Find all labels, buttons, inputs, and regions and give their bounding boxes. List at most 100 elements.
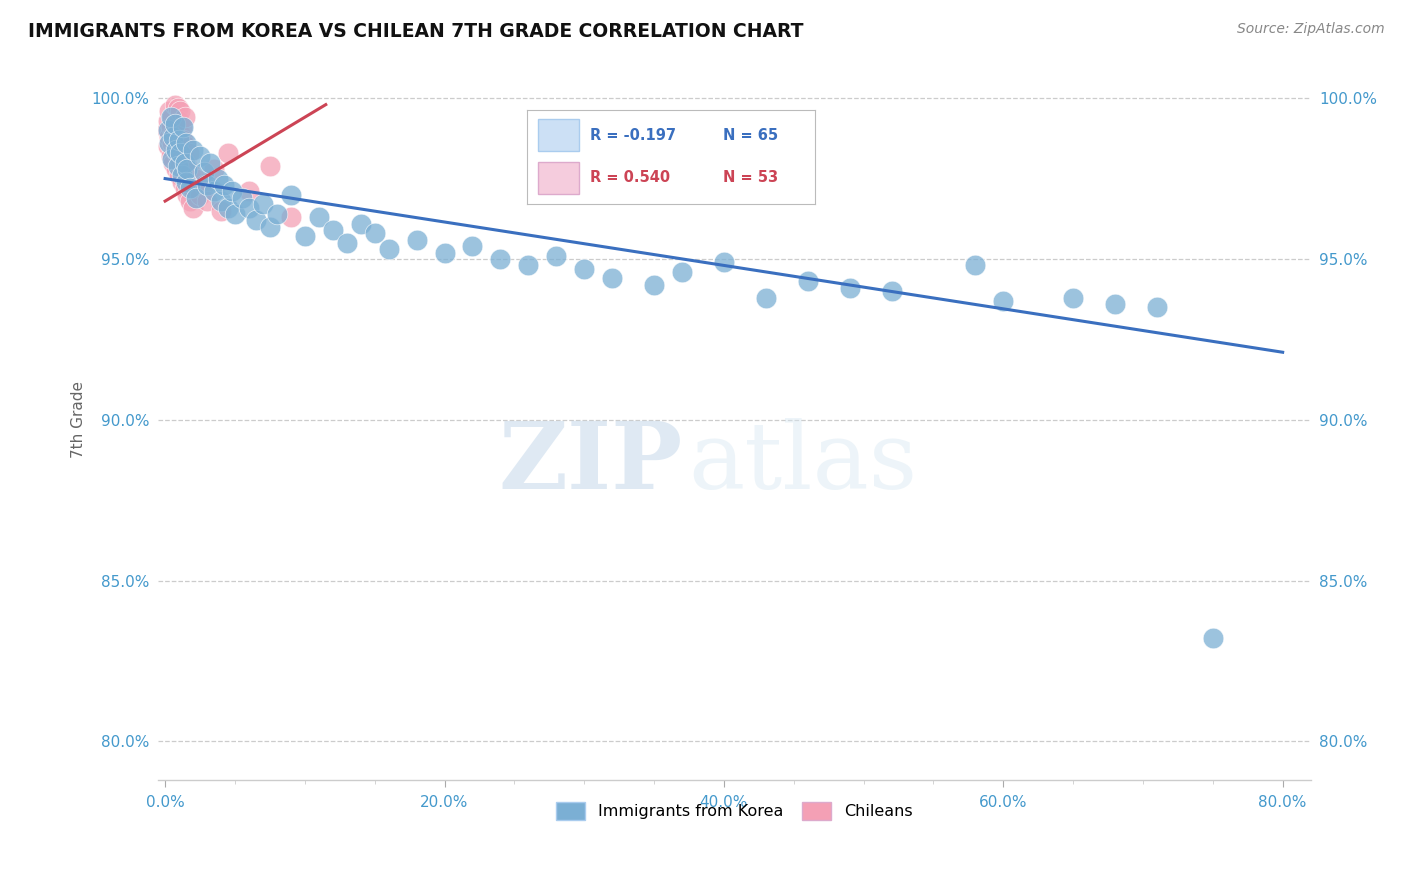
Point: [169, 127, 191, 141]
Point: [198, 155, 221, 169]
Point: [165, 133, 187, 147]
Point: [174, 175, 197, 189]
Point: [252, 197, 274, 211]
Text: IMMIGRANTS FROM KOREA VS CHILEAN 7TH GRADE CORRELATION CHART: IMMIGRANTS FROM KOREA VS CHILEAN 7TH GRA…: [28, 22, 804, 41]
Point: [209, 203, 232, 218]
Point: [1146, 300, 1168, 314]
Point: [350, 217, 373, 231]
Point: [880, 284, 903, 298]
Point: [169, 145, 191, 160]
Point: [671, 265, 693, 279]
Point: [796, 275, 818, 289]
Point: [181, 143, 204, 157]
Point: [172, 133, 194, 147]
Point: [308, 210, 330, 224]
Point: [159, 120, 181, 135]
Point: [176, 159, 198, 173]
Point: [322, 223, 344, 237]
Point: [600, 271, 623, 285]
Point: [169, 155, 191, 169]
Point: [188, 187, 211, 202]
Point: [176, 161, 198, 176]
Point: [517, 259, 540, 273]
Y-axis label: 7th Grade: 7th Grade: [72, 381, 86, 458]
Point: [176, 187, 198, 202]
Point: [174, 136, 197, 151]
Point: [207, 171, 229, 186]
Point: [170, 120, 193, 135]
Point: [245, 213, 267, 227]
Point: [167, 139, 190, 153]
Point: [266, 207, 288, 221]
Point: [163, 117, 186, 131]
Point: [217, 201, 239, 215]
Point: [179, 165, 201, 179]
Point: [174, 139, 197, 153]
Point: [993, 293, 1015, 308]
Point: [162, 127, 184, 141]
Point: [156, 139, 179, 153]
Point: [181, 201, 204, 215]
Point: [173, 111, 195, 125]
Point: [170, 169, 193, 183]
Point: [173, 181, 195, 195]
Point: [159, 111, 181, 125]
Point: [165, 161, 187, 176]
Point: [238, 185, 260, 199]
Point: [280, 210, 302, 224]
Point: [184, 171, 207, 186]
Point: [157, 136, 180, 151]
Point: [159, 149, 181, 163]
Point: [162, 155, 184, 169]
Point: [259, 159, 281, 173]
Point: [1202, 632, 1225, 646]
Point: [221, 185, 243, 199]
Point: [546, 249, 568, 263]
Point: [160, 111, 183, 125]
Point: [193, 178, 215, 192]
Point: [202, 185, 225, 199]
Point: [238, 201, 260, 215]
Point: [224, 207, 246, 221]
Point: [169, 103, 191, 118]
Point: [155, 123, 177, 137]
Point: [713, 255, 735, 269]
Point: [156, 113, 179, 128]
Point: [172, 161, 194, 176]
Point: [173, 155, 195, 169]
Point: [172, 120, 194, 135]
Point: [489, 252, 512, 266]
Point: [180, 181, 202, 195]
Point: [165, 143, 187, 157]
Point: [202, 161, 225, 176]
Point: [433, 245, 456, 260]
Point: [162, 129, 184, 144]
Point: [838, 281, 860, 295]
Point: [195, 178, 218, 192]
Point: [163, 143, 186, 157]
Text: atlas: atlas: [689, 418, 918, 508]
Point: [179, 194, 201, 208]
Point: [212, 178, 235, 192]
Point: [166, 101, 188, 115]
Point: [461, 239, 484, 253]
Point: [167, 113, 190, 128]
Point: [965, 259, 987, 273]
Point: [173, 153, 195, 167]
Point: [280, 187, 302, 202]
Point: [167, 169, 190, 183]
Point: [160, 153, 183, 167]
Point: [377, 243, 399, 257]
Point: [1062, 291, 1084, 305]
Point: [166, 120, 188, 135]
Point: [170, 175, 193, 189]
Point: [231, 191, 253, 205]
Point: [177, 175, 200, 189]
Point: [188, 149, 211, 163]
Point: [259, 219, 281, 234]
Text: Source: ZipAtlas.com: Source: ZipAtlas.com: [1237, 22, 1385, 37]
Point: [209, 194, 232, 208]
Point: [163, 117, 186, 131]
Point: [163, 97, 186, 112]
Point: [170, 145, 193, 160]
